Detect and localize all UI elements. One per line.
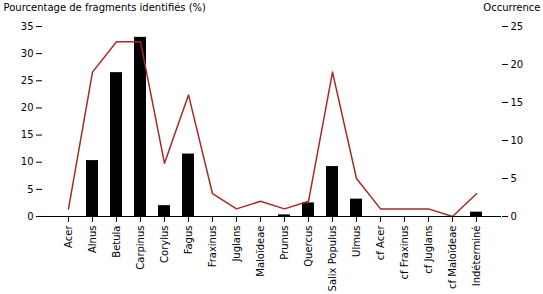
svg-text:Corylus: Corylus xyxy=(159,226,170,263)
svg-text:5: 5 xyxy=(27,184,33,195)
svg-text:20: 20 xyxy=(511,59,524,70)
svg-text:Occurrence: Occurrence xyxy=(483,2,540,13)
svg-text:Acer: Acer xyxy=(63,225,74,248)
svg-text:5: 5 xyxy=(511,173,517,184)
svg-text:Alnus: Alnus xyxy=(87,226,98,254)
svg-text:15: 15 xyxy=(21,129,34,140)
svg-text:25: 25 xyxy=(21,75,34,86)
svg-text:Salix Populus: Salix Populus xyxy=(327,226,338,292)
svg-text:Carpinus: Carpinus xyxy=(135,226,146,270)
svg-text:15: 15 xyxy=(511,97,524,108)
svg-text:Indéterminé: Indéterminé xyxy=(471,226,482,287)
svg-text:cf Acer: cf Acer xyxy=(375,225,386,261)
svg-text:cf Maloïdeae: cf Maloïdeae xyxy=(447,226,458,289)
svg-text:cf Fraxinus: cf Fraxinus xyxy=(399,226,410,280)
svg-text:0: 0 xyxy=(27,211,33,222)
svg-text:10: 10 xyxy=(21,156,34,167)
svg-text:Fagus: Fagus xyxy=(183,226,194,255)
svg-text:Quercus: Quercus xyxy=(303,226,314,267)
svg-text:20: 20 xyxy=(21,102,34,113)
svg-text:35: 35 xyxy=(21,21,34,32)
svg-text:Pourcentage de fragments ident: Pourcentage de fragments identifiés (%) xyxy=(4,2,207,13)
svg-text:Juglans: Juglans xyxy=(231,226,242,263)
svg-text:Fraxinus: Fraxinus xyxy=(207,226,218,268)
svg-text:Prunus: Prunus xyxy=(279,226,290,260)
svg-text:25: 25 xyxy=(511,21,524,32)
svg-text:Maloïdeae: Maloïdeae xyxy=(255,226,266,277)
svg-text:10: 10 xyxy=(511,135,524,146)
svg-text:cf Juglans: cf Juglans xyxy=(423,226,434,274)
svg-text:0: 0 xyxy=(511,211,517,222)
svg-text:30: 30 xyxy=(21,48,34,59)
svg-text:Betula: Betula xyxy=(111,226,122,258)
svg-text:Ulmus: Ulmus xyxy=(351,226,362,257)
